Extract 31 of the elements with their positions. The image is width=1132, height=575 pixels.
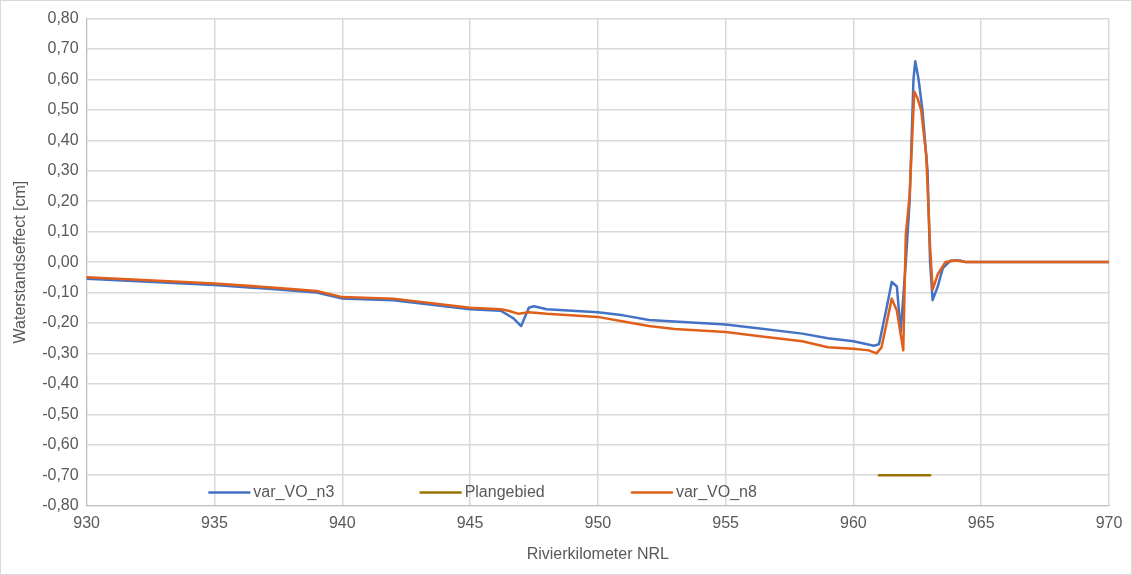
x-tick-label: 935 <box>201 513 228 531</box>
x-tick-label: 960 <box>840 513 867 531</box>
y-tick-label: -0,60 <box>42 435 79 453</box>
y-tick-label: 0,30 <box>47 161 79 179</box>
y-tick-label: 0,70 <box>47 39 79 57</box>
y-axis-title: Waterstandseffect [cm] <box>11 180 29 344</box>
x-tick-label: 930 <box>73 513 101 531</box>
y-tick-label: -0,80 <box>42 496 79 514</box>
x-tick-label: 955 <box>712 513 740 531</box>
x-tick-label: 940 <box>328 513 356 531</box>
legend-label: Plangebied <box>464 483 545 501</box>
y-tick-label: -0,20 <box>42 313 79 331</box>
x-tick-label: 965 <box>967 513 995 531</box>
y-tick-label: 0,20 <box>47 191 79 209</box>
x-axis-title: Rivierkilometer NRL <box>526 544 670 562</box>
y-tick-label: -0,50 <box>42 404 79 422</box>
y-tick-label: -0,40 <box>42 374 79 392</box>
x-tick-label: 970 <box>1095 513 1123 531</box>
y-tick-label: 0,10 <box>47 222 79 240</box>
y-tick-label: 0,50 <box>47 100 79 118</box>
y-tick-label: 0,40 <box>47 130 79 148</box>
y-tick-label: 0,00 <box>47 252 79 270</box>
x-tick-label: 950 <box>584 513 612 531</box>
x-tick-label: 945 <box>456 513 484 531</box>
y-tick-label: -0,30 <box>42 343 79 361</box>
y-tick-label: -0,70 <box>42 465 79 483</box>
y-tick-label: 0,60 <box>47 69 79 87</box>
legend-label: var_VO_n3 <box>253 483 335 502</box>
y-tick-label: 0,80 <box>47 9 79 27</box>
legend-label: var_VO_n8 <box>675 483 757 502</box>
y-tick-label: -0,10 <box>42 282 79 300</box>
